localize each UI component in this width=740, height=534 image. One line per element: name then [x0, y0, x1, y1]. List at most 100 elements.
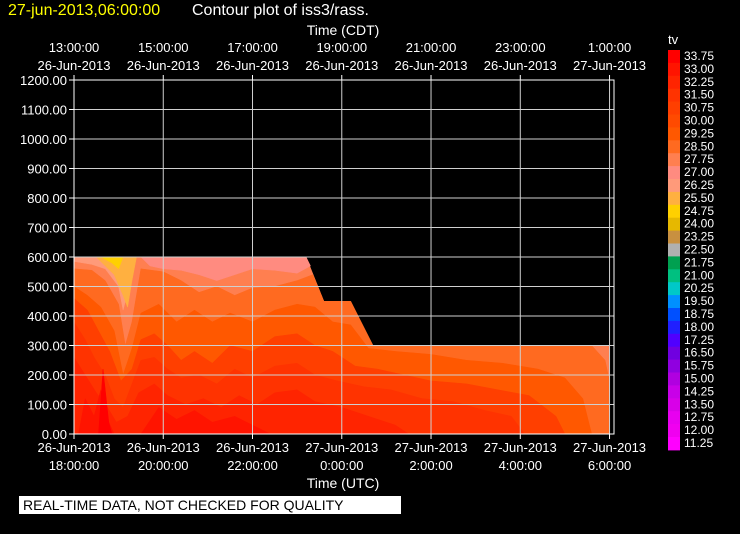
y-tick-label-4: 400.00: [27, 309, 67, 324]
y-tick-label-8: 800.00: [27, 191, 67, 206]
colorbar-swatch-28: [668, 411, 680, 425]
colorbar-swatch-3: [668, 88, 680, 103]
colorbar-swatch-23: [668, 346, 680, 361]
x-top-tick-date-6: 27-Jun-2013: [573, 58, 646, 73]
x-bottom-tick-date-3: 27-Jun-2013: [305, 440, 378, 455]
colorbar-swatch-11: [668, 191, 680, 206]
colorbar-level-26: 14.25: [684, 384, 714, 398]
y-tick-label-1: 100.00: [27, 398, 67, 413]
colorbar-swatch-17: [668, 269, 680, 283]
timestamp-title: 27-jun-2013,06:00:00: [8, 2, 161, 19]
x-top-tick-time-5: 23:00:00: [495, 40, 546, 55]
y-tick-label-6: 600.00: [27, 250, 67, 265]
colorbar-swatch-7: [668, 140, 680, 154]
x-top-tick-time-0: 13:00:00: [49, 40, 100, 55]
colorbar-swatch-4: [668, 101, 680, 115]
colorbar-level-15: 22.50: [684, 243, 714, 257]
y-tick-label-0: 0.00: [42, 427, 67, 442]
colorbar-swatch-13: [668, 217, 680, 232]
colorbar-swatch-8: [668, 153, 680, 167]
colorbar-swatch-14: [668, 230, 680, 244]
colorbar-level-7: 28.50: [684, 139, 714, 153]
colorbar-level-19: 19.50: [684, 294, 714, 308]
colorbar-level-9: 27.00: [684, 165, 714, 179]
colorbar-swatch-16: [668, 256, 680, 270]
colorbar-level-28: 12.75: [684, 410, 714, 424]
x-bottom-tick-date-6: 27-Jun-2013: [573, 440, 646, 455]
x-top-tick-time-4: 21:00:00: [406, 40, 457, 55]
colorbar-level-10: 26.25: [684, 178, 714, 192]
x-bottom-tick-date-0: 26-Jun-2013: [38, 440, 111, 455]
x-top-tick-date-2: 26-Jun-2013: [216, 58, 289, 73]
x-bottom-tick-time-1: 20:00:00: [138, 458, 189, 473]
colorbar-swatch-9: [668, 166, 680, 180]
colorbar-swatch-0: [668, 50, 680, 64]
x-bottom-tick-time-4: 2:00:00: [409, 458, 452, 473]
page-title: Contour plot of iss3/rass.: [192, 2, 369, 19]
y-tick-label-12: 1200.00: [20, 73, 67, 88]
contour-band-3: [95, 256, 137, 309]
colorbar-swatch-10: [668, 179, 680, 193]
colorbar-swatch-20: [668, 308, 680, 322]
colorbar-swatch-24: [668, 359, 680, 373]
contour-band-11: [140, 407, 271, 435]
x-bottom-tick-time-2: 22:00:00: [227, 458, 278, 473]
colorbar-swatch-21: [668, 320, 680, 335]
colorbar-label: tv: [668, 32, 679, 47]
y-tick-label-11: 1100.00: [21, 103, 67, 118]
y-tick-label-3: 300.00: [27, 339, 67, 354]
y-axis: 0.00 100.00 200.00 300.00 400.00 500.00 600.00…: [20, 73, 74, 442]
colorbar-level-4: 30.75: [684, 101, 714, 115]
x-bottom-tick-date-2: 26-Jun-2013: [216, 440, 289, 455]
colorbar-level-3: 31.50: [684, 88, 714, 102]
x-top-tick-time-1: 15:00:00: [138, 40, 189, 55]
x-top-tick-date-1: 26-Jun-2013: [127, 58, 200, 73]
colorbar-level-2: 32.25: [684, 75, 714, 89]
colorbar-swatch-26: [668, 385, 680, 399]
colorbar-swatch-15: [668, 243, 680, 257]
colorbar-swatch-25: [668, 372, 680, 386]
colorbar-level-6: 29.25: [684, 126, 714, 140]
colorbar-level-8: 27.75: [684, 152, 714, 166]
colorbar-level-16: 21.75: [684, 255, 714, 269]
colorbar-swatch-5: [668, 114, 680, 128]
colorbar-swatch-6: [668, 127, 680, 141]
colorbar-level-17: 21.00: [684, 268, 714, 282]
x-top-tick-date-3: 26-Jun-2013: [305, 58, 378, 73]
x-top-axis-label: Time (CDT): [307, 22, 380, 38]
y-tick-label-9: 900.00: [27, 162, 67, 177]
colorbar-swatch-12: [668, 204, 680, 219]
x-bottom-tick-time-3: 0:00:00: [320, 458, 363, 473]
colorbar-swatch-2: [668, 75, 680, 90]
colorbar-level-27: 13.50: [684, 397, 714, 411]
colorbar-level-12: 24.75: [684, 204, 714, 218]
x-bottom-tick-time-6: 6:00:00: [588, 458, 631, 473]
colorbar-level-21: 18.00: [684, 320, 714, 334]
colorbar-level-1: 33.00: [684, 62, 714, 76]
x-top-tick-time-3: 19:00:00: [316, 40, 367, 55]
colorbar-level-25: 15.00: [684, 372, 714, 386]
x-top-tick-date-0: 26-Jun-2013: [38, 58, 111, 73]
x-top-tick-date-4: 26-Jun-2013: [395, 58, 468, 73]
colorbar-swatch-18: [668, 282, 680, 296]
colorbar-level-5: 30.00: [684, 114, 714, 128]
x-bottom-tick-date-4: 27-Jun-2013: [395, 440, 468, 455]
x-top-tick-time-6: 1:00:00: [588, 40, 631, 55]
colorbar-level-0: 33.75: [684, 49, 714, 63]
x-bottom-tick-time-5: 4:00:00: [499, 458, 542, 473]
colorbar-swatch-22: [668, 333, 680, 348]
colorbar: 33.7533.0032.2531.5030.7530.0029.2528.50…: [668, 49, 714, 451]
colorbar-level-11: 25.50: [684, 191, 714, 205]
colorbar-level-22: 17.25: [684, 333, 714, 347]
y-tick-label-2: 200.00: [27, 368, 67, 383]
colorbar-swatch-29: [668, 424, 680, 438]
x-bottom-tick-date-1: 26-Jun-2013: [127, 440, 200, 455]
x-top-tick-time-2: 17:00:00: [227, 40, 278, 55]
colorbar-level-14: 23.25: [684, 230, 714, 244]
colorbar-level-20: 18.75: [684, 307, 714, 321]
colorbar-level-30: 11.25: [684, 436, 713, 450]
x-axis-bottom: 26-Jun-2013 18:00:00 26-Jun-2013 20:00:00 26…: [38, 434, 646, 473]
x-bottom-tick-date-5: 27-Jun-2013: [484, 440, 557, 455]
colorbar-level-29: 12.00: [684, 423, 714, 437]
